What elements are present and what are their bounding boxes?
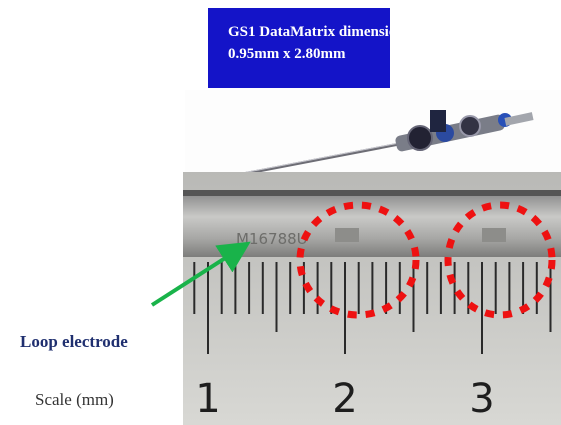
header-subtitle: 0.95mm x 2.80mm (228, 46, 346, 62)
engraving: M16788U (236, 230, 308, 248)
ruler-number: 1 (195, 376, 220, 422)
header-title: GS1 DataMatrix dimensions (228, 24, 411, 40)
ruler-number: 3 (469, 376, 494, 422)
ruler-photo: M16788U 1 2 3 (183, 172, 561, 425)
scale-label: Scale (mm) (35, 390, 114, 409)
electrode-label: Loop electrode (20, 332, 128, 351)
ruler-number: 2 (332, 376, 357, 422)
figure: GS1 DataMatrix dimensions 0.95mm x 2.80m… (0, 0, 561, 425)
